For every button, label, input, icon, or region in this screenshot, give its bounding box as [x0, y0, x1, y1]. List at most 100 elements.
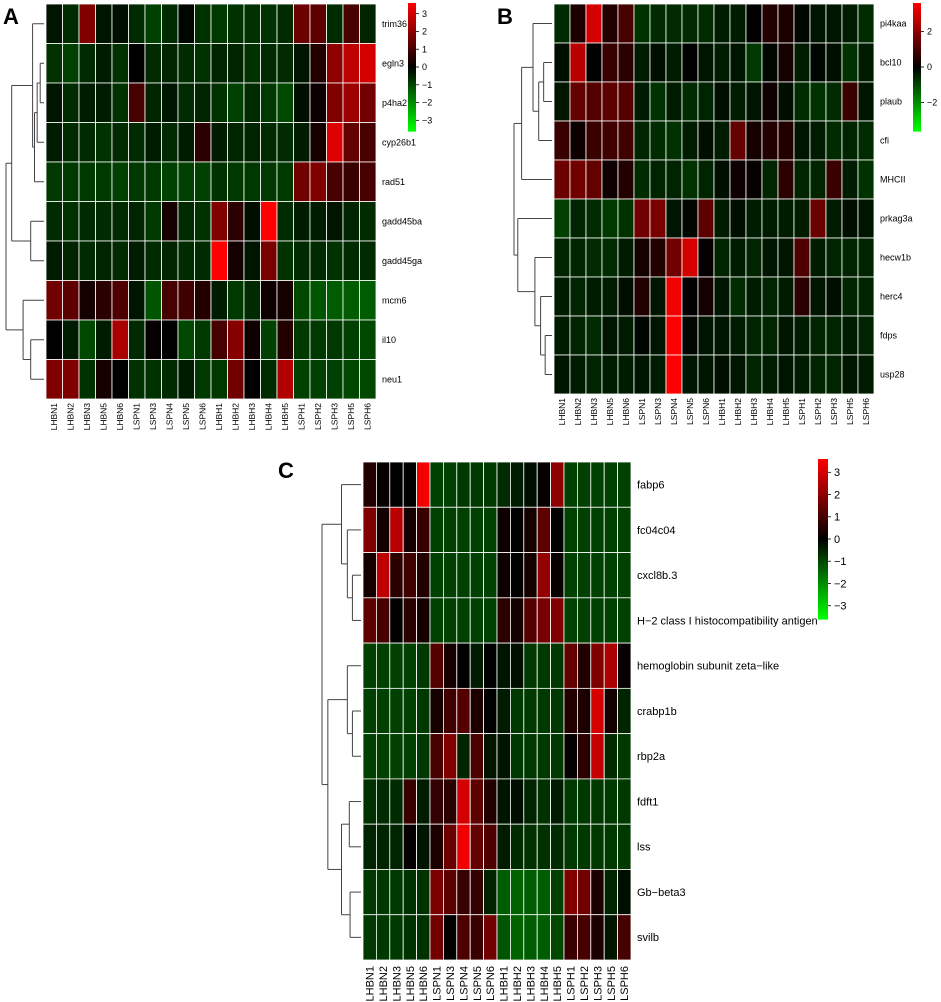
colorbar-swatch	[818, 477, 828, 481]
heatmap-cell	[590, 778, 605, 825]
heatmap-cell	[617, 552, 632, 599]
heatmap-cell	[359, 43, 377, 84]
heatmap-cell	[194, 43, 212, 84]
heatmap-cell	[577, 642, 592, 689]
heatmap-cell	[590, 687, 605, 735]
colorbar-swatch	[408, 26, 416, 30]
heatmap-cell	[585, 159, 603, 200]
heatmap-cell	[210, 3, 228, 44]
heatmap-cell	[402, 687, 418, 735]
heatmap-cell	[293, 319, 311, 360]
colorbar-swatch	[818, 579, 828, 583]
colorbar-swatch	[818, 512, 828, 516]
heatmap-cell	[359, 161, 377, 202]
heatmap-cell	[496, 642, 511, 689]
column-label: LSPH1	[797, 398, 807, 425]
colorbar-swatch	[913, 124, 921, 128]
row-label: egln3	[382, 58, 404, 68]
colorbar-swatch	[818, 472, 828, 476]
heatmap-cell	[601, 198, 619, 239]
heatmap-cell	[523, 869, 538, 916]
colorbar-swatch	[408, 7, 416, 10]
heatmap-cell	[569, 120, 587, 161]
heatmap-cell	[95, 319, 113, 360]
colorbar-swatch	[408, 13, 416, 17]
colorbar-swatch	[913, 30, 921, 34]
heatmap-cell	[761, 3, 779, 44]
heatmap-cell	[62, 201, 80, 242]
row-label: crabp1b	[637, 706, 677, 718]
heatmap-cell	[389, 778, 404, 825]
heatmap-cell	[62, 161, 80, 202]
heatmap-cell	[293, 240, 311, 281]
heatmap-cell	[456, 869, 471, 916]
heatmap-cell	[276, 319, 294, 360]
heatmap-cell	[745, 315, 763, 356]
heatmap-cell	[402, 642, 418, 689]
heatmap-cell	[276, 161, 294, 202]
colorbar-tick-label: 3	[834, 467, 840, 479]
heatmap-cell	[402, 552, 418, 599]
heatmap-cell	[633, 198, 651, 239]
heatmap-cell	[563, 778, 578, 825]
heatmap-cells	[553, 3, 875, 395]
colorbar-swatch	[913, 52, 921, 55]
heatmap-cell	[375, 597, 391, 644]
colorbar-swatch	[408, 3, 416, 6]
row-label: trim36	[382, 19, 407, 29]
colorbar-swatch	[913, 126, 921, 130]
heatmap-cell	[342, 201, 360, 242]
heatmap-cell	[745, 198, 763, 239]
colorbar-tick-label: −2	[927, 98, 937, 108]
heatmap-cell	[243, 82, 261, 123]
colorbar-swatch	[818, 517, 828, 521]
heatmap-cell	[429, 733, 444, 780]
colorbar-swatch	[913, 84, 921, 87]
heatmap-cell	[603, 642, 619, 689]
heatmap-cell	[809, 3, 827, 44]
heatmap-cell	[553, 3, 571, 44]
heatmap-cell	[553, 315, 571, 356]
colorbar-swatch	[913, 109, 921, 113]
heatmap-cell	[483, 869, 498, 916]
column-label: LHBH5	[280, 403, 290, 431]
column-label: LHBH5	[781, 398, 791, 426]
heatmap-cell	[309, 161, 327, 202]
heatmap-cell	[362, 778, 377, 825]
heatmap-cell	[177, 201, 195, 242]
heatmap-cell	[359, 319, 377, 360]
heatmap-cell	[483, 823, 498, 870]
heatmap-cell	[128, 280, 146, 321]
heatmap-cell	[649, 315, 667, 356]
colorbar-swatch	[913, 41, 921, 45]
colorbar-swatch	[818, 515, 828, 519]
heatmap-cell	[536, 552, 552, 599]
colorbar-swatch	[818, 483, 828, 487]
colorbar-swatch	[408, 43, 416, 47]
colorbar-tick-label: 2	[834, 489, 840, 501]
heatmap-cell	[161, 122, 179, 163]
heatmap-cell	[809, 315, 827, 356]
heatmap-cell	[793, 42, 811, 83]
heatmap-cell	[665, 159, 683, 200]
heatmap-cell	[523, 506, 538, 553]
column-label: LHBN1	[557, 398, 567, 426]
colorbar-tick-label: −2	[834, 578, 847, 590]
heatmap-cell	[469, 914, 485, 961]
column-label: LHBH3	[247, 403, 257, 431]
heatmap-cell	[590, 823, 605, 870]
heatmap-cell	[633, 120, 651, 161]
colorbar: 2 0 −2	[913, 3, 937, 132]
colorbar-swatch	[913, 3, 921, 6]
heatmap-cell	[416, 733, 431, 780]
heatmap-cell	[569, 198, 587, 239]
heatmap-cell	[617, 276, 635, 317]
column-label: LHBN5	[605, 398, 615, 426]
heatmap-cell	[681, 315, 699, 356]
colorbar-swatch	[408, 94, 416, 98]
heatmap-cell	[496, 687, 511, 735]
heatmap-cell	[509, 597, 525, 644]
heatmap-cell	[402, 778, 418, 825]
heatmap-cell	[210, 280, 228, 321]
heatmap-cell	[809, 159, 827, 200]
